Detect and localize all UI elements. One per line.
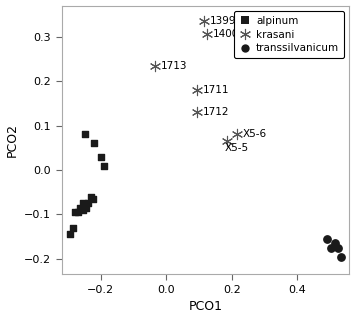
Text: X5-6: X5-6: [242, 130, 267, 139]
Point: [329, 245, 334, 250]
Point: [201, 19, 207, 24]
Point: [98, 154, 104, 159]
Point: [332, 241, 338, 246]
Point: [224, 138, 230, 144]
Point: [195, 87, 200, 93]
Point: [234, 132, 240, 137]
Point: [152, 63, 158, 68]
Text: 1713: 1713: [161, 61, 187, 70]
Point: [195, 110, 200, 115]
Point: [83, 205, 89, 210]
Text: 1399: 1399: [210, 16, 236, 26]
Point: [335, 245, 341, 250]
Point: [80, 201, 86, 206]
Point: [324, 236, 329, 241]
Text: X5-5: X5-5: [225, 143, 249, 153]
Text: 1711: 1711: [203, 85, 230, 95]
Point: [70, 225, 76, 230]
Text: 1400: 1400: [213, 29, 239, 40]
Text: 1712: 1712: [203, 107, 230, 117]
Point: [85, 201, 91, 206]
Point: [80, 207, 86, 212]
Point: [101, 163, 107, 168]
Point: [204, 32, 210, 37]
Point: [90, 197, 95, 202]
Point: [82, 132, 87, 137]
Legend: alpinum, krasani, transsilvanicum: alpinum, krasani, transsilvanicum: [234, 11, 344, 58]
Point: [77, 205, 82, 210]
Point: [338, 254, 344, 259]
Point: [67, 232, 73, 237]
Y-axis label: PCO2: PCO2: [6, 123, 18, 157]
Point: [88, 194, 94, 199]
Point: [72, 210, 78, 215]
Point: [75, 210, 81, 215]
X-axis label: PCO1: PCO1: [189, 300, 223, 314]
Point: [92, 141, 97, 146]
